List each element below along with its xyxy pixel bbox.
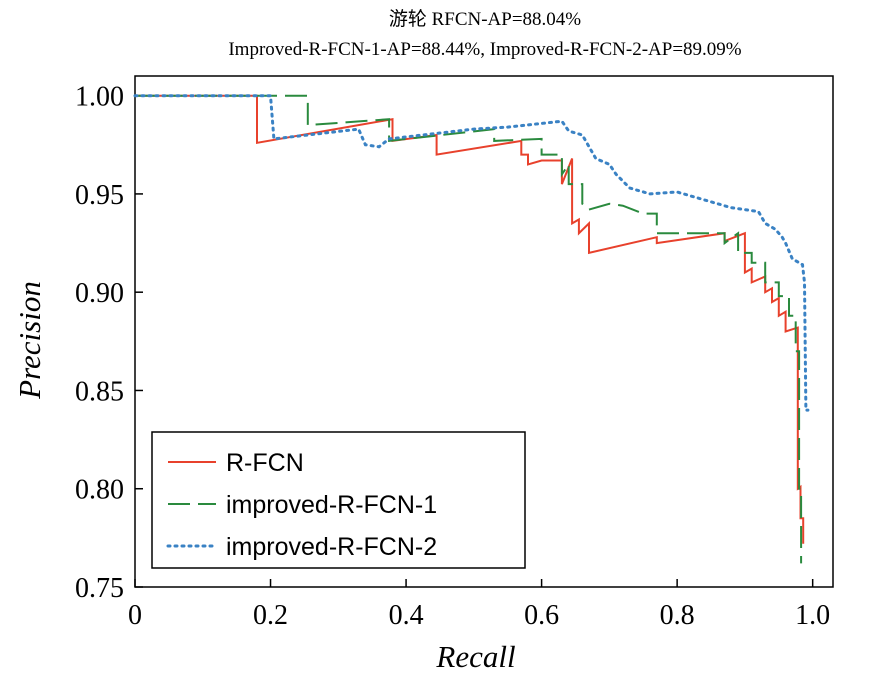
plot-frame bbox=[134, 75, 834, 588]
series-line-3 bbox=[133, 94, 810, 412]
x-tick-label: 0 bbox=[128, 600, 142, 631]
x-tick-label: 0.8 bbox=[660, 600, 695, 631]
y-tick-label: 0.95 bbox=[75, 180, 124, 211]
series-layer bbox=[133, 94, 810, 564]
x-tick-label: 0.4 bbox=[389, 600, 424, 631]
legend-label-1: R-FCN bbox=[226, 449, 304, 477]
y-tick-label: 1.00 bbox=[75, 82, 124, 113]
chart-subtitle: Improved-R-FCN-1-AP=88.44%, Improved-R-F… bbox=[228, 39, 741, 60]
x-tick-label: 0.6 bbox=[524, 600, 559, 631]
series-line-2 bbox=[135, 94, 803, 564]
y-tick-label: 0.90 bbox=[75, 278, 124, 309]
y-tick-label: 0.85 bbox=[75, 376, 124, 407]
chart-title: 游轮 RFCN-AP=88.04% bbox=[389, 8, 581, 30]
x-tick-label: 1.0 bbox=[795, 600, 830, 631]
y-tick-label: 0.80 bbox=[75, 475, 124, 506]
x-axis: 0 0.2 0.4 0.6 0.8 1.0 bbox=[128, 579, 830, 631]
legend-box bbox=[151, 431, 526, 569]
legend: R-FCN improved-R-FCN-1 improved-R-FCN-2 bbox=[151, 431, 526, 569]
x-axis-label: Recall bbox=[435, 639, 515, 674]
y-axis: 1.00 0.95 0.90 0.85 0.80 0.75 bbox=[75, 82, 143, 604]
y-axis-label: Precision bbox=[12, 281, 47, 400]
x-tick-label: 0.2 bbox=[253, 600, 288, 631]
legend-label-3: improved-R-FCN-2 bbox=[226, 533, 437, 561]
y-tick-label: 0.75 bbox=[75, 573, 124, 604]
series-line-1 bbox=[135, 94, 805, 544]
legend-label-2: improved-R-FCN-1 bbox=[226, 491, 437, 519]
